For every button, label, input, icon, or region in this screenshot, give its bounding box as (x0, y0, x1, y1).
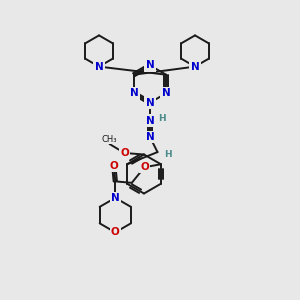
Text: O: O (140, 162, 149, 172)
Text: O: O (111, 227, 120, 237)
Text: O: O (110, 161, 118, 171)
Text: H: H (158, 114, 166, 123)
Text: O: O (120, 148, 129, 158)
Text: N: N (130, 88, 138, 98)
Text: N: N (146, 98, 154, 108)
Text: N: N (162, 88, 170, 98)
Text: N: N (146, 60, 154, 70)
Text: N: N (190, 61, 200, 72)
Text: N: N (94, 61, 103, 72)
Text: CH₃: CH₃ (102, 135, 117, 144)
Text: methoxy: methoxy (108, 139, 114, 140)
Text: N: N (146, 132, 154, 142)
Text: N: N (146, 116, 154, 126)
Text: H: H (164, 150, 172, 159)
Text: N: N (111, 193, 120, 203)
